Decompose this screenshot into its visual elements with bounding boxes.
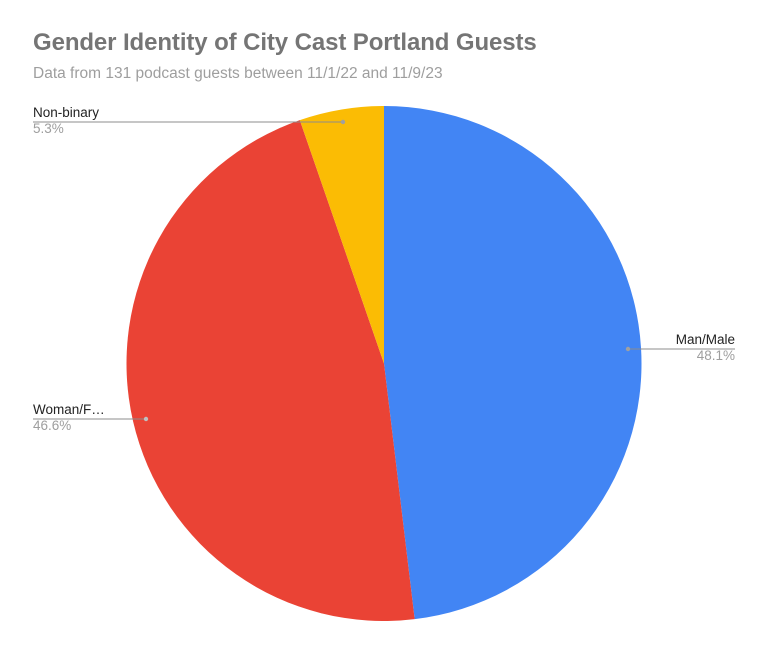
slice-label-woman: Woman/F… 46.6% — [33, 402, 105, 434]
pie-slice-nonbinary — [299, 106, 384, 364]
chart-title: Gender Identity of City Cast Portland Gu… — [33, 29, 537, 56]
slice-pct-woman: 46.6% — [33, 418, 72, 433]
pie-slice-man — [384, 106, 642, 620]
slice-name-woman: Woman/F… — [33, 402, 105, 417]
slice-name-man: Man/Male — [675, 332, 735, 347]
pie-slices — [126, 106, 642, 622]
slice-label-man: Man/Male 48.1% — [676, 332, 735, 364]
pie-slice-woman — [126, 120, 415, 622]
slice-pct-man: 48.1% — [696, 348, 735, 363]
leader-lines — [33, 119, 735, 422]
slice-name-nonbinary: Non-binary — [33, 105, 100, 120]
slice-label-nonbinary: Non-binary 5.3% — [33, 105, 99, 137]
slice-pct-nonbinary: 5.3% — [33, 121, 64, 136]
chart-subtitle: Data from 131 podcast guests between 11/… — [33, 65, 443, 82]
leader-dot-nonbinary — [340, 119, 346, 125]
leader-dot-woman — [143, 416, 149, 422]
leader-dot-man — [625, 346, 631, 352]
